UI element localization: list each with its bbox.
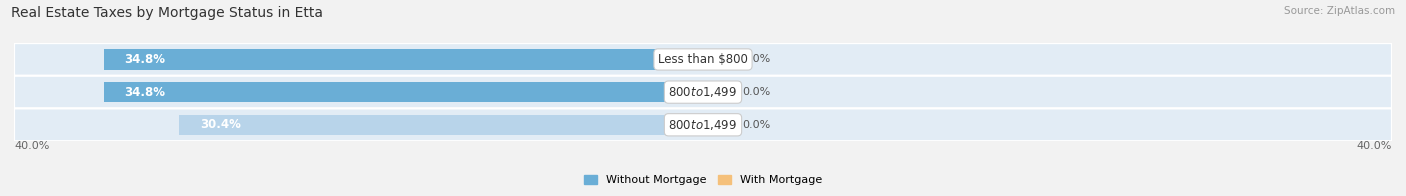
Text: $800 to $1,499: $800 to $1,499 xyxy=(668,85,738,99)
Bar xyxy=(703,82,734,102)
Bar xyxy=(703,49,734,70)
Text: Source: ZipAtlas.com: Source: ZipAtlas.com xyxy=(1284,6,1395,16)
Text: 40.0%: 40.0% xyxy=(14,141,49,151)
Legend: Without Mortgage, With Mortgage: Without Mortgage, With Mortgage xyxy=(579,170,827,190)
Text: 0.0%: 0.0% xyxy=(742,87,770,97)
Text: Less than $800: Less than $800 xyxy=(658,53,748,66)
FancyBboxPatch shape xyxy=(14,76,1392,108)
FancyBboxPatch shape xyxy=(14,108,1392,141)
Text: 30.4%: 30.4% xyxy=(200,118,240,131)
Text: 0.0%: 0.0% xyxy=(742,120,770,130)
Bar xyxy=(180,115,703,135)
Text: $800 to $1,499: $800 to $1,499 xyxy=(668,118,738,132)
Bar xyxy=(104,82,703,102)
Text: 34.8%: 34.8% xyxy=(124,86,166,99)
Bar xyxy=(703,115,734,135)
Text: Real Estate Taxes by Mortgage Status in Etta: Real Estate Taxes by Mortgage Status in … xyxy=(11,6,323,20)
Bar xyxy=(104,49,703,70)
Text: 0.0%: 0.0% xyxy=(742,54,770,64)
Text: 40.0%: 40.0% xyxy=(1357,141,1392,151)
Text: 34.8%: 34.8% xyxy=(124,53,166,66)
FancyBboxPatch shape xyxy=(14,43,1392,76)
